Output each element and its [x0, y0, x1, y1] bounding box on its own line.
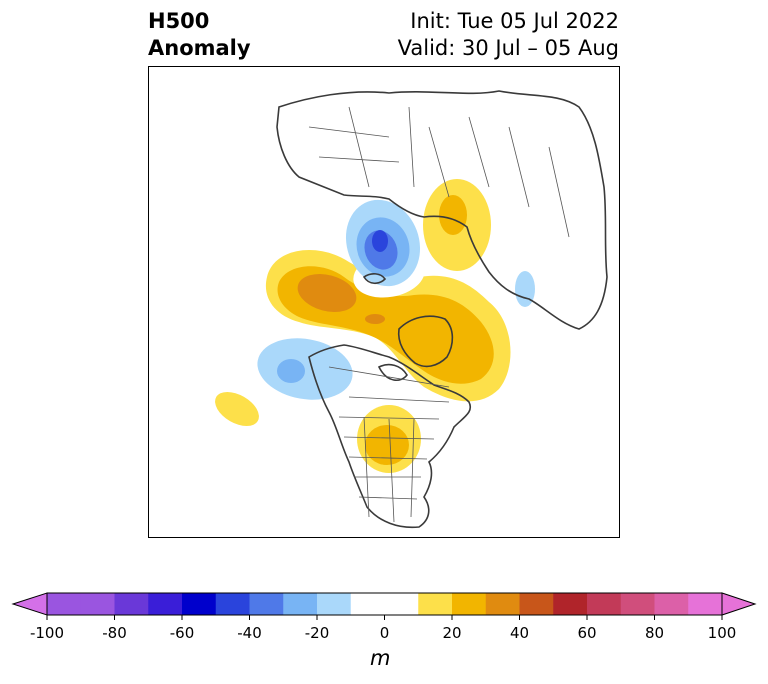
arctic-islands	[362, 273, 387, 285]
arctic-ridge-30b	[365, 314, 385, 324]
colorbar-bins	[47, 593, 723, 615]
colorbar-bin-10	[418, 593, 453, 615]
colorbar-tick-label: -80	[102, 624, 127, 642]
colorbar: -100 -80 -60 -40 -20 0 20 40 60 80 100	[11, 592, 757, 642]
colorbar-tick-label: 100	[708, 624, 737, 642]
colorbar-bin-0	[47, 593, 82, 615]
colorbar-ticks: -100 -80 -60 -40 -20 0 20 40 60 80 100	[30, 615, 736, 642]
colorbar-tick-label: -60	[170, 624, 195, 642]
colorbar-bin-5	[215, 593, 250, 615]
colorbar-bin-4	[182, 593, 217, 615]
colorbar-tick-label: -100	[30, 624, 64, 642]
arctic-ridge-30	[297, 273, 357, 313]
colorbar-bin-11	[452, 593, 487, 615]
colorbar-bin-13	[519, 593, 554, 615]
map-canvas	[215, 90, 608, 529]
gulf-of-alaska-trough-20	[277, 359, 305, 383]
north-pacific-ridge-10	[215, 391, 259, 427]
coastlines	[276, 90, 608, 529]
colorbar-bin-2	[114, 593, 149, 615]
colorbar-tick-label: 0	[380, 624, 390, 642]
title-field: Anomaly	[148, 36, 251, 60]
chart-title: H500 Anomaly	[148, 8, 251, 62]
colorbar-tick-label: 40	[510, 624, 529, 642]
colorbar-tick-label: -20	[305, 624, 330, 642]
colorbar-high-extension	[721, 592, 757, 616]
colorbar-bin-17	[654, 593, 689, 615]
us-border-lines	[338, 416, 440, 523]
colorbar-tick-label: -40	[237, 624, 262, 642]
great-lakes-ridge-20	[365, 425, 409, 465]
west-siberia-ridge-20	[439, 195, 467, 235]
colorbar-bin-18	[688, 593, 723, 615]
canada-border-lines	[328, 366, 450, 403]
colorbar-tick-label: 80	[645, 624, 664, 642]
gulf-of-alaska-trough-10	[257, 338, 353, 400]
colorbar-bin-7	[283, 593, 318, 615]
colorbar-tick-label: 20	[442, 624, 461, 642]
anomaly-shading	[215, 179, 535, 473]
north-america-coast	[308, 344, 472, 529]
init-date: Init: Tue 05 Jul 2022	[410, 9, 619, 33]
colorbar-bin-1	[80, 593, 115, 615]
eurasia-coast	[276, 90, 608, 330]
colorbar-bin-15	[587, 593, 622, 615]
colorbar-bin-16	[620, 593, 655, 615]
central-asia-trough-10	[515, 271, 535, 307]
colorbar-bin-9	[350, 593, 419, 615]
colorbar-unit-label: m	[370, 646, 391, 670]
greenland-coast	[397, 315, 454, 368]
colorbar-bin-3	[148, 593, 183, 615]
colorbar-tick-label: 60	[577, 624, 596, 642]
kara-sea-trough-40	[372, 230, 388, 252]
eurasia-border-lines	[308, 106, 570, 238]
colorbar-bin-6	[249, 593, 284, 615]
colorbar-bin-12	[485, 593, 520, 615]
valid-period: Valid: 30 Jul – 05 Aug	[397, 36, 619, 60]
chart-dates: Init: Tue 05 Jul 2022 Valid: 30 Jul – 05…	[398, 8, 619, 62]
colorbar-low-extension	[11, 592, 48, 616]
title-variable: H500	[148, 9, 210, 33]
anomaly-map	[148, 66, 620, 538]
colorbar-bin-8	[317, 593, 352, 615]
borders	[308, 106, 570, 523]
colorbar-bin-14	[553, 593, 588, 615]
